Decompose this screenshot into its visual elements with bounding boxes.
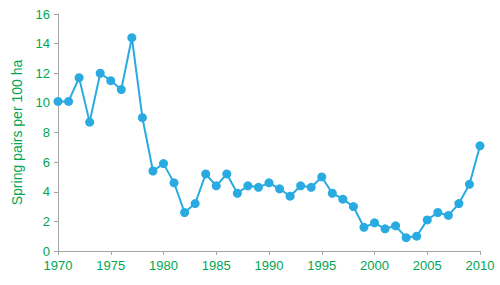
svg-text:1980: 1980 bbox=[149, 258, 178, 273]
svg-text:1985: 1985 bbox=[202, 258, 231, 273]
svg-text:8: 8 bbox=[43, 125, 50, 140]
svg-text:12: 12 bbox=[36, 66, 50, 81]
svg-text:1970: 1970 bbox=[44, 258, 73, 273]
svg-text:2000: 2000 bbox=[360, 258, 389, 273]
svg-text:14: 14 bbox=[36, 36, 50, 51]
svg-text:16: 16 bbox=[36, 7, 50, 22]
svg-text:10: 10 bbox=[36, 95, 50, 110]
svg-text:4: 4 bbox=[43, 184, 50, 199]
svg-text:2005: 2005 bbox=[413, 258, 442, 273]
svg-text:6: 6 bbox=[43, 155, 50, 170]
svg-text:2010: 2010 bbox=[466, 258, 495, 273]
svg-text:0: 0 bbox=[43, 244, 50, 259]
svg-text:1995: 1995 bbox=[307, 258, 336, 273]
svg-text:Spring pairs per 100 ha: Spring pairs per 100 ha bbox=[9, 60, 25, 206]
svg-text:2: 2 bbox=[43, 214, 50, 229]
svg-text:1990: 1990 bbox=[255, 258, 284, 273]
svg-text:1975: 1975 bbox=[96, 258, 125, 273]
